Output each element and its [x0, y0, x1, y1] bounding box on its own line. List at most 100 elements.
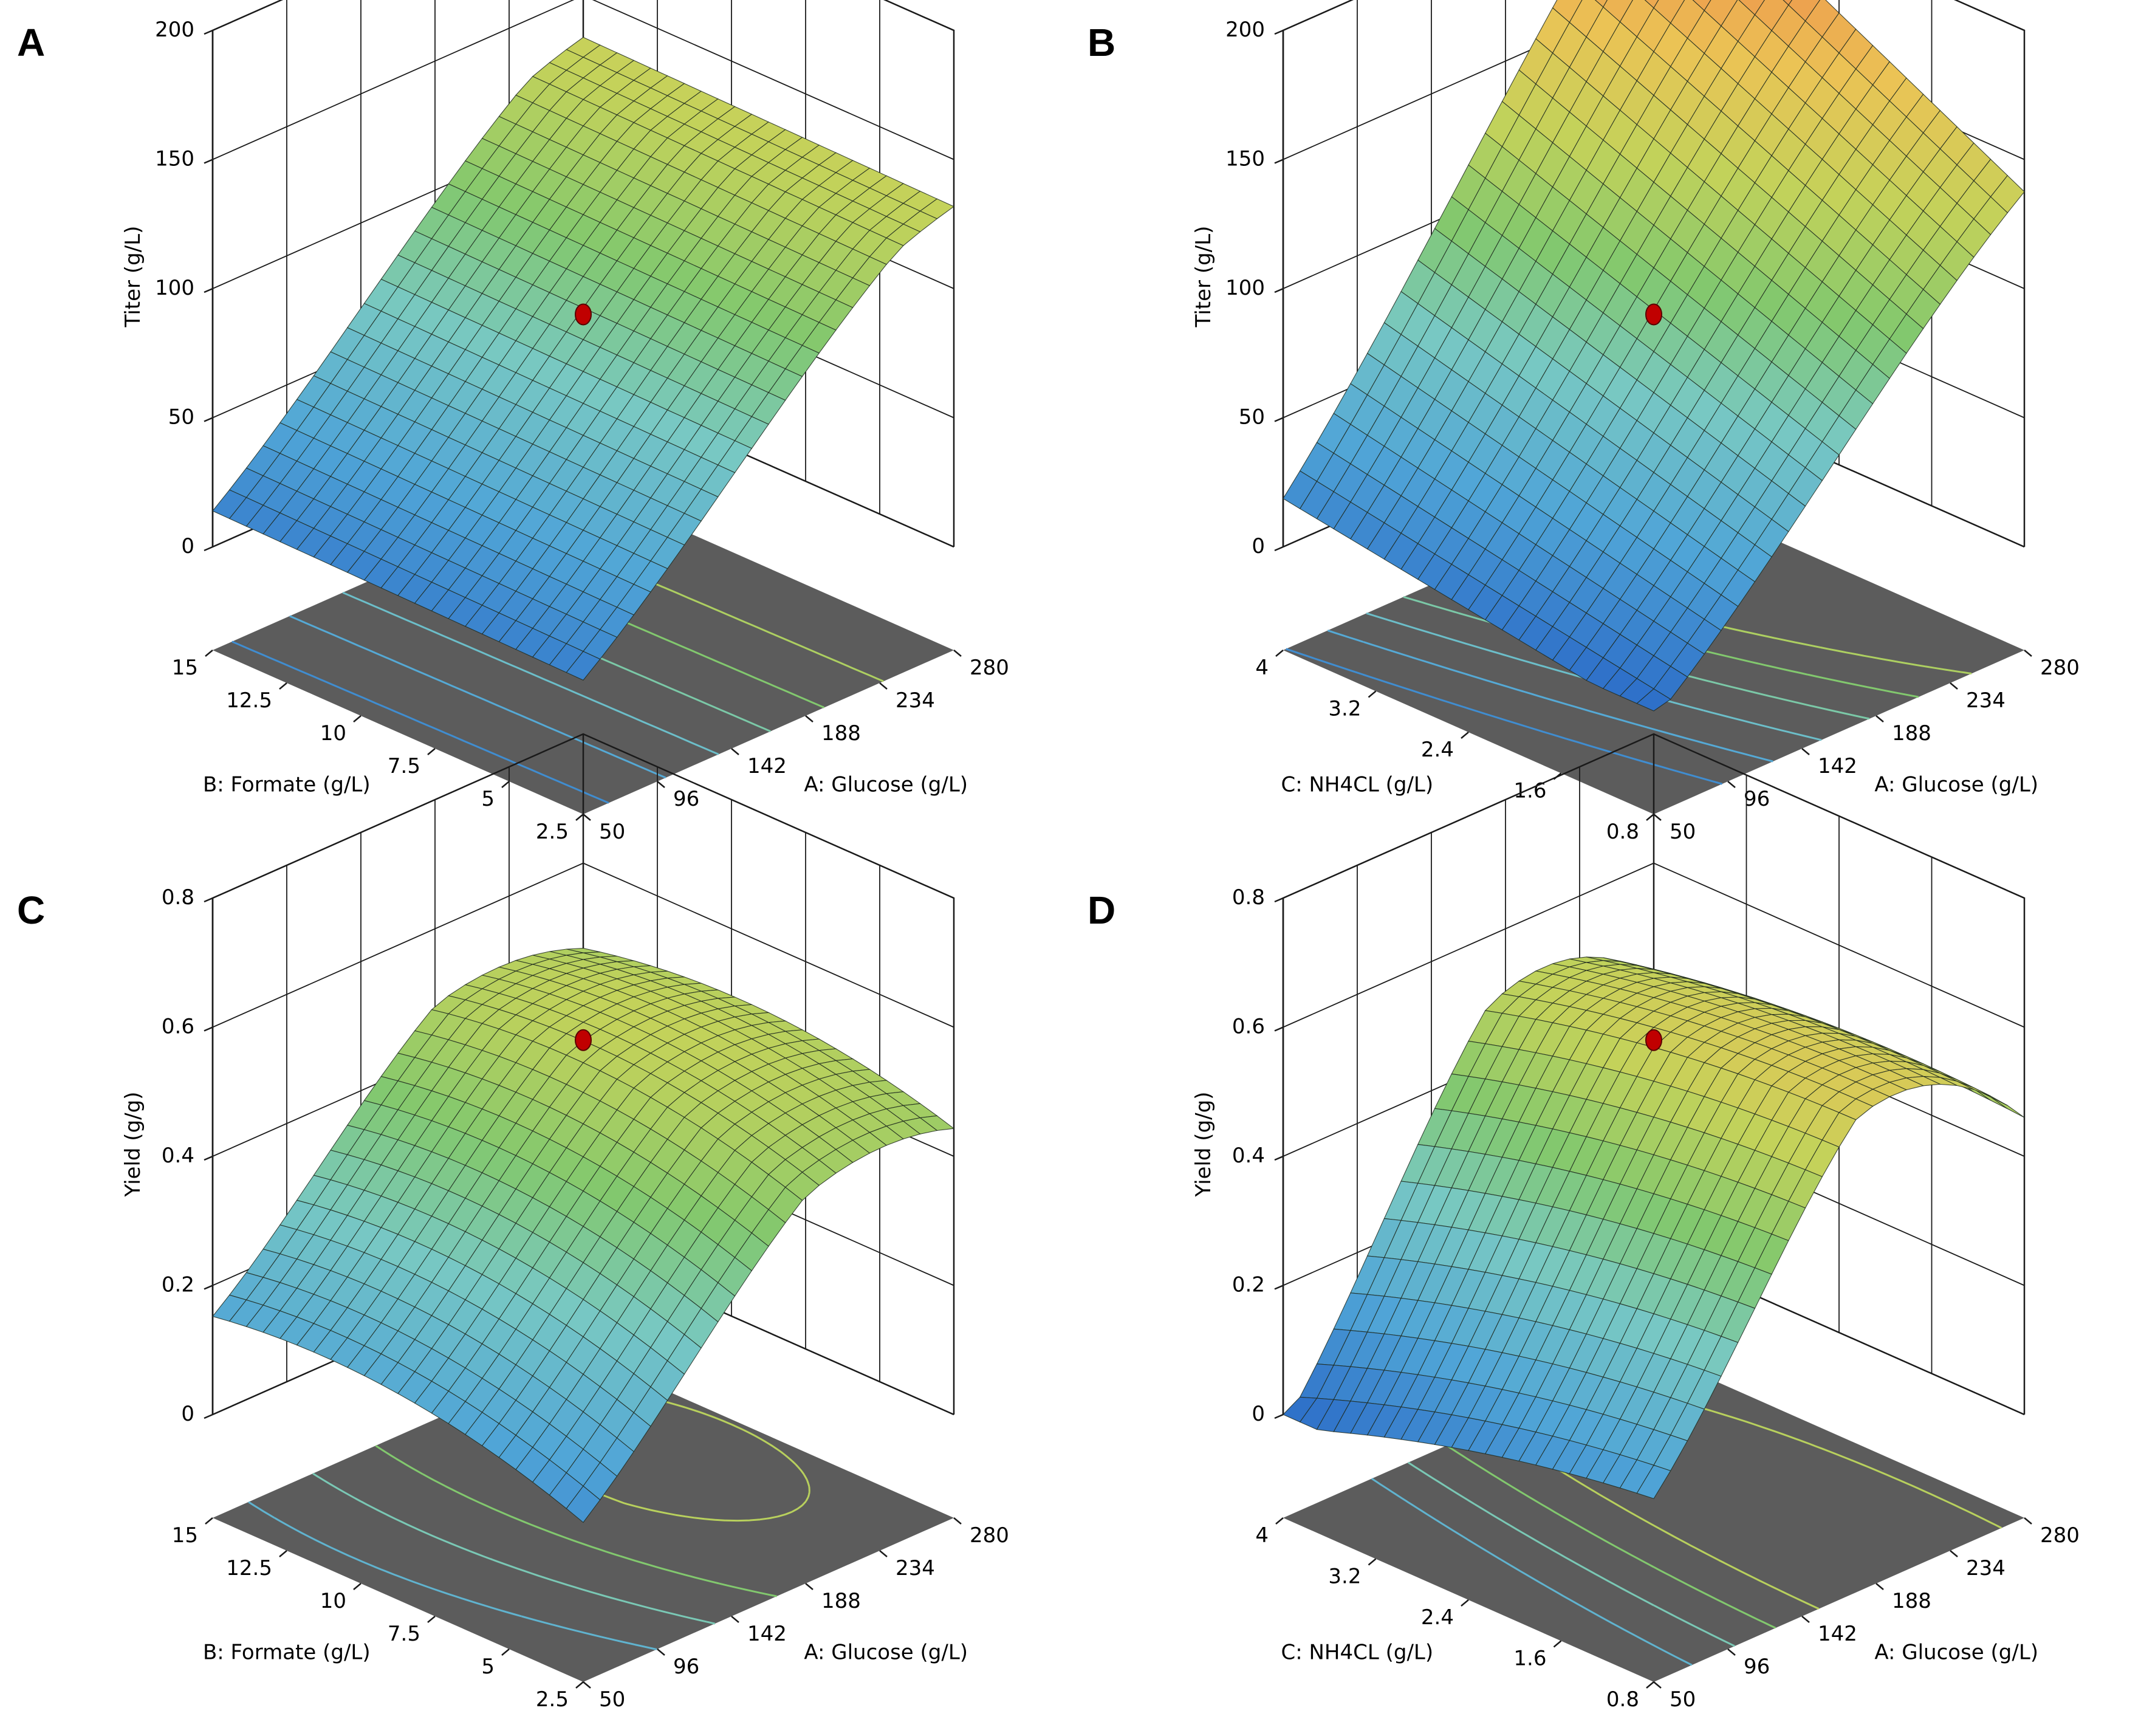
z-axis-label: Yield (g/g) [1191, 1092, 1216, 1198]
z-axis: 0 0.2 0.4 0.6 0.8 Yield (g/g) [121, 885, 214, 1426]
x-tick-label: 188 [1892, 1589, 1931, 1613]
x-tick-label: 188 [1892, 721, 1931, 746]
y-tick-label: 10 [320, 1589, 346, 1613]
surface-chart-a: 0 50 100 150 200 Titer (g/L) 50 96 142 188 234 280 A… [17, 0, 1009, 844]
contour-line [1371, 1478, 1693, 1666]
x-tick-label: 96 [673, 1655, 699, 1679]
x-tick [1801, 1616, 1810, 1623]
surface-cell [1636, 1464, 1671, 1500]
z-tick-label: 100 [155, 276, 194, 300]
z-tick [1274, 1155, 1284, 1161]
z-tick-label: 0.8 [1232, 885, 1265, 910]
x-axis-label: A: Glucose (g/L) [1874, 1641, 2038, 1665]
x-tick-label: 234 [896, 1556, 935, 1580]
x-tick-label: 234 [1966, 1556, 2006, 1580]
x-tick [1876, 715, 1884, 722]
z-axis: 0 50 100 150 200 Titer (g/L) [121, 18, 214, 558]
y-tick-label: 1.6 [1513, 1647, 1546, 1671]
response-surface [1283, 956, 2025, 1500]
y-tick-label: 4 [1255, 1523, 1269, 1548]
y-axis-label: B: Formate (g/L) [203, 1641, 371, 1665]
x-tick-label: 280 [970, 1523, 1009, 1548]
x-tick-label: 280 [970, 656, 1009, 680]
z-tick-label: 0.2 [162, 1273, 194, 1297]
response-surface [1283, 0, 2025, 712]
y-tick [1275, 1517, 1284, 1525]
z-tick [1274, 1026, 1284, 1032]
panel-letter: B [1088, 21, 1115, 64]
z-tick [1274, 897, 1284, 903]
surface-cell [1594, 0, 1608, 8]
surface-chart-c: 0 0.2 0.4 0.6 0.8 Yield (g/g) 50 96 142 188 234 280… [17, 733, 1009, 1712]
x-tick [879, 682, 888, 690]
contour-line [375, 1444, 777, 1597]
z-axis: 0 0.2 0.4 0.6 0.8 Yield (g/g) [1191, 885, 1284, 1426]
z-tick [1274, 546, 1284, 552]
x-tick-label: 188 [821, 1589, 861, 1613]
x-tick-label: 142 [747, 754, 787, 778]
surface-cell [1636, 688, 1671, 712]
x-tick [583, 1681, 591, 1689]
contour-line [312, 1472, 716, 1625]
y-tick [279, 1550, 287, 1557]
y-tick-label: 0.8 [1606, 820, 1639, 844]
center-point-marker [1645, 303, 1662, 326]
x-tick-label: 234 [896, 688, 935, 713]
y-tick [427, 748, 436, 755]
x-tick [2024, 1517, 2032, 1525]
y-tick-label: 2.5 [536, 820, 569, 844]
y-tick-label: 1.6 [1513, 779, 1546, 803]
z-tick [204, 897, 213, 903]
x-tick [657, 781, 665, 788]
x-tick [1727, 1649, 1736, 1656]
response-surface [212, 36, 955, 681]
z-tick-label: 200 [155, 18, 194, 42]
x-tick-label: 50 [1670, 1687, 1696, 1712]
x-tick [1653, 814, 1662, 821]
x-axis: 50 96 142 188 234 280 A: Glucose (g/L) [1653, 650, 2080, 844]
z-tick [1274, 1413, 1284, 1419]
contour-lines [1371, 1382, 2002, 1666]
contour-line [1327, 630, 1773, 763]
z-tick [204, 1285, 213, 1290]
y-tick-label: 10 [320, 721, 346, 746]
z-tick-label: 0 [181, 534, 194, 558]
surface-cell [1783, 0, 1793, 6]
y-tick-label: 15 [172, 656, 198, 680]
y-tick-label: 2.4 [1421, 738, 1454, 762]
z-tick-label: 150 [155, 147, 194, 171]
y-tick [1646, 814, 1654, 821]
y-tick [1461, 1599, 1469, 1607]
y-axis: 0.8 1.6 2.4 3.2 4 C: NH4CL (g/L) [1255, 650, 1654, 844]
z-tick-label: 200 [1225, 18, 1265, 42]
y-tick [1553, 1640, 1562, 1648]
y-axis: 2.5 5 7.5 10 12.5 15 B: Formate (g/L) [172, 650, 584, 844]
y-tick-label: 15 [172, 1523, 198, 1548]
x-tick-label: 280 [2040, 656, 2080, 680]
z-tick-label: 100 [1225, 276, 1265, 300]
z-tick [204, 1155, 213, 1161]
y-tick-label: 2.5 [536, 1687, 569, 1712]
y-tick [1275, 650, 1284, 657]
x-tick [731, 1616, 739, 1623]
x-tick-label: 50 [599, 1687, 625, 1712]
z-tick [204, 29, 213, 35]
z-tick-label: 50 [168, 405, 194, 430]
x-axis: 50 96 142 188 234 280 A: Glucose (g/L) [583, 1517, 1009, 1712]
surface-chart-d: 0 0.2 0.4 0.6 0.8 Yield (g/g) 50 96 142 188 234 280… [1088, 733, 2080, 1712]
panel-c: 0 0.2 0.4 0.6 0.8 Yield (g/g) 50 96 142 188 234 280… [0, 733, 1070, 1735]
x-tick [1950, 682, 1958, 690]
panel-d: 0 0.2 0.4 0.6 0.8 Yield (g/g) 50 96 142 188 234 280… [1070, 733, 2141, 1735]
x-axis-label: A: Glucose (g/L) [1874, 773, 2038, 797]
y-tick [427, 1616, 436, 1623]
y-tick [501, 781, 510, 788]
panel-a: 0 50 100 150 200 Titer (g/L) 50 96 142 188 234 280 A… [0, 0, 1070, 868]
y-tick [205, 1517, 213, 1525]
surface-cell [566, 651, 601, 681]
z-axis-label: Yield (g/g) [121, 1092, 145, 1198]
x-tick-label: 96 [673, 787, 699, 811]
z-tick [204, 287, 213, 293]
y-tick [575, 814, 584, 821]
y-tick-label: 12.5 [226, 688, 272, 713]
z-tick-label: 150 [1225, 147, 1265, 171]
